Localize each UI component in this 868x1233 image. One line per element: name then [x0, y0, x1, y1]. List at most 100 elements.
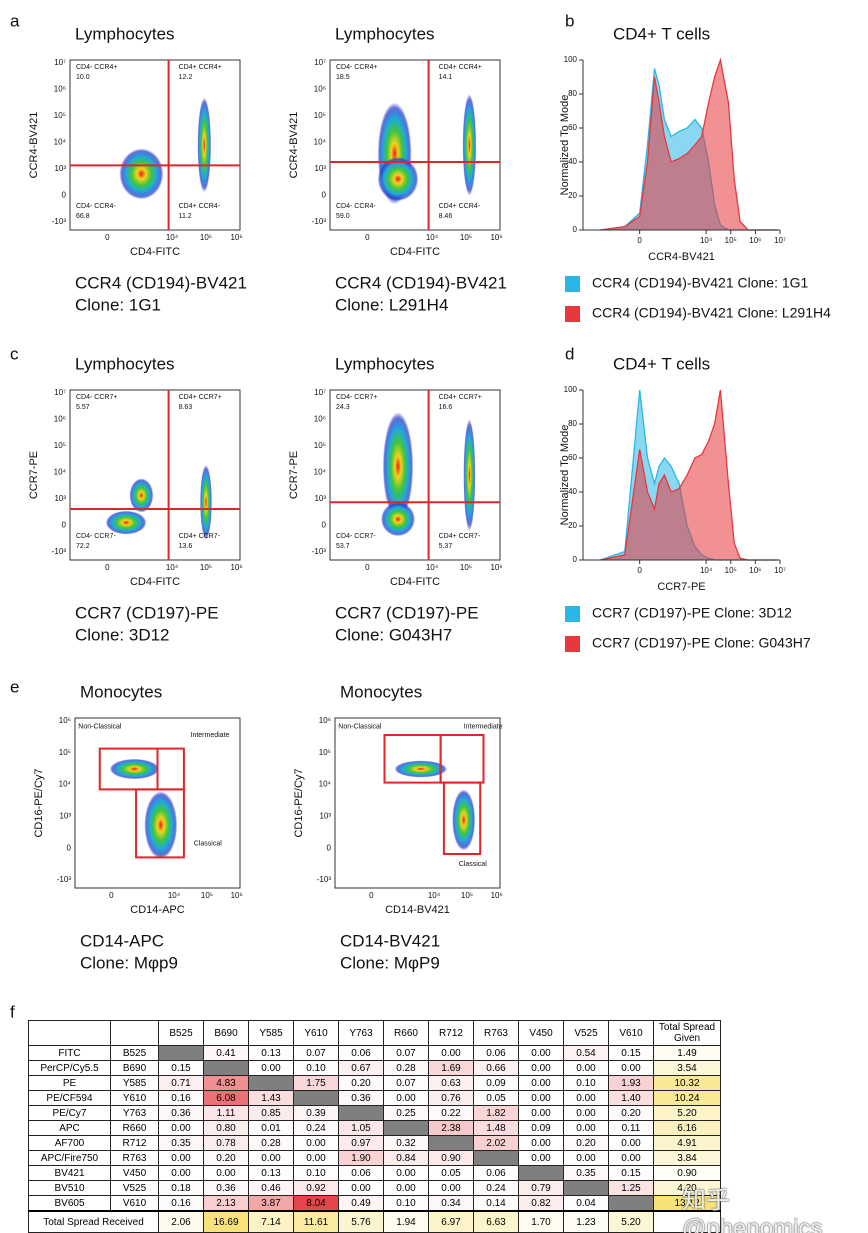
- y-tick-label: 10⁴: [54, 138, 67, 147]
- diagonal-cell: [518, 1165, 564, 1181]
- y-tick-label: 10⁵: [314, 111, 326, 120]
- total-received: 1.70: [518, 1210, 564, 1233]
- plot-frame: [334, 717, 501, 889]
- spread-cell: 0.00: [338, 1180, 384, 1196]
- x-tick-label: 10⁷: [774, 566, 786, 575]
- spread-cell: 8.04: [293, 1195, 339, 1212]
- spread-cell: 0.63: [428, 1075, 474, 1091]
- spread-cell: 0.06: [338, 1165, 384, 1181]
- spread-cell: 0.10: [563, 1075, 609, 1091]
- histogram-line: [600, 57, 778, 231]
- fluor-name: APC: [28, 1120, 111, 1136]
- caption: CCR4 (CD194)-BV421: [335, 273, 507, 292]
- spread-cell: 0.00: [158, 1120, 204, 1136]
- footer-blank: [653, 1210, 721, 1233]
- spread-cell: 0.90: [428, 1150, 474, 1166]
- spread-cell: 0.00: [518, 1060, 564, 1076]
- spread-cell: 0.92: [293, 1180, 339, 1196]
- y-tick-label: 10⁵: [319, 748, 331, 757]
- caption: Clone: MφP9: [340, 953, 440, 972]
- density-cloud: [394, 760, 448, 778]
- chart-title: CD4+ T cells: [613, 24, 710, 43]
- y-tick-label: 0: [327, 843, 332, 852]
- y-tick-label: 10⁴: [319, 780, 332, 789]
- fluor-name: APC/Fire750: [28, 1150, 111, 1166]
- gate-label: Intermediate: [191, 732, 230, 739]
- x-tick-label: 10⁵: [461, 891, 473, 900]
- x-axis-label: CCR4-BV421: [648, 251, 715, 263]
- quadrant-percent: 11.2: [179, 213, 192, 220]
- x-tick-label: 10⁷: [774, 236, 786, 245]
- y-tick-label: 40: [568, 157, 577, 166]
- y-tick-label: 10⁷: [54, 58, 66, 67]
- total-received: 7.14: [248, 1210, 294, 1233]
- watermark: 知乎 @phenomics: [682, 1187, 823, 1233]
- y-tick-label: 10⁴: [314, 138, 327, 147]
- spread-cell: 0.41: [203, 1045, 249, 1061]
- x-tick-label: 10⁶: [749, 566, 761, 575]
- legend-swatch: [565, 606, 580, 622]
- spread-cell: 0.24: [293, 1120, 339, 1136]
- y-tick-label: 60: [568, 123, 577, 132]
- spread-cell: 0.00: [608, 1150, 654, 1166]
- y-tick-label: 10⁶: [314, 415, 326, 424]
- spread-cell: 0.05: [428, 1165, 474, 1181]
- spread-cell: 1.48: [473, 1120, 519, 1136]
- spread-cell: 2.38: [428, 1120, 474, 1136]
- spread-cell: 0.00: [248, 1150, 294, 1166]
- x-axis-label: CD14-APC: [130, 904, 184, 916]
- x-axis-label: CD4-FITC: [130, 246, 180, 258]
- legend-label: CCR7 (CD197)-PE Clone: G043H7: [592, 635, 811, 651]
- diagonal-cell: [203, 1060, 249, 1076]
- diagonal-cell: [248, 1075, 294, 1091]
- column-header: B690: [203, 1020, 249, 1046]
- spread-cell: 0.35: [158, 1135, 204, 1151]
- spread-cell: 0.10: [293, 1165, 339, 1181]
- spread-cell: 0.24: [473, 1180, 519, 1196]
- table-row: PE/CF594 Y610 0.16 6.08 1.43 0.36 0.00 0.76 0.05…: [28, 1090, 721, 1106]
- total-received: 5.20: [608, 1210, 654, 1233]
- total-given: 4.91: [653, 1135, 721, 1151]
- legend-swatch: [565, 636, 580, 652]
- x-tick-label: 10⁶: [490, 233, 502, 242]
- quadrant-name: CD4- CCR4+: [336, 64, 377, 71]
- header-row: B525 B690 Y585 Y610 Y763 R660 R712 R763 V450 V525…: [28, 1020, 721, 1046]
- column-header: V610: [608, 1020, 654, 1046]
- plot-frame: [69, 389, 241, 561]
- spread-cell: 0.09: [473, 1075, 519, 1091]
- density-cloud: [129, 478, 154, 513]
- quadrant-name: CD4- CCR7+: [336, 394, 377, 401]
- table-row: PerCP/Cy5.5 B690 0.15 0.00 0.10 0.67 0.28 1.69 0…: [28, 1060, 721, 1076]
- y-axis-label: CCR4-BV421: [288, 112, 300, 179]
- diagonal-cell: [293, 1090, 339, 1106]
- spread-cell: 0.01: [248, 1120, 294, 1136]
- quadrant-percent: 72.2: [76, 543, 90, 550]
- y-tick-label: 10³: [319, 812, 331, 821]
- total-received: 1.23: [563, 1210, 609, 1233]
- spread-cell: 1.11: [203, 1105, 249, 1121]
- spread-cell: 0.09: [518, 1120, 564, 1136]
- diagonal-cell: [608, 1195, 654, 1212]
- column-header: Y610: [293, 1020, 339, 1046]
- spread-cell: 0.39: [293, 1105, 339, 1121]
- spread-cell: 0.00: [563, 1105, 609, 1121]
- fluor-name: FITC: [28, 1045, 111, 1061]
- x-tick-label: 0: [637, 566, 642, 575]
- x-tick-label: 10⁴: [426, 563, 439, 572]
- table-row: PE/Cy7 Y763 0.36 1.11 0.85 0.39 0.25 0.22 1.82 0.…: [28, 1105, 721, 1121]
- spread-cell: 0.36: [203, 1180, 249, 1196]
- quadrant-name: CD4+ CCR7-: [179, 533, 221, 540]
- table-row: BV605 V610 0.16 2.13 3.87 8.04 0.49 0.10 0.34 0.1…: [28, 1195, 721, 1212]
- total-received: 16.69: [203, 1210, 249, 1233]
- area-fill: [600, 390, 778, 560]
- total-received: 11.61: [293, 1210, 339, 1233]
- total-given: 4.20: [653, 1180, 721, 1196]
- channel: R763: [110, 1150, 159, 1166]
- x-tick-label: 10⁴: [166, 233, 179, 242]
- spread-cell: 0.78: [203, 1135, 249, 1151]
- gate: [135, 788, 185, 859]
- table-row: BV421 V450 0.00 0.00 0.13 0.10 0.06 0.00 0.05 0.0…: [28, 1165, 721, 1181]
- x-tick-label: 10⁵: [201, 891, 213, 900]
- y-tick-label: 10⁷: [314, 58, 326, 67]
